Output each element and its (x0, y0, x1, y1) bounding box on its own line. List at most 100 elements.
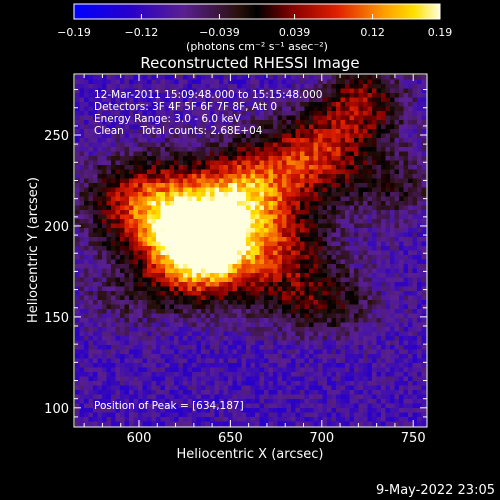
heatmap-cell (232, 286, 238, 292)
heatmap-cell (322, 223, 328, 229)
heatmap-cell (286, 210, 292, 215)
heatmap-cell (309, 201, 314, 206)
heatmap-cell (241, 196, 247, 202)
heatmap-cell (174, 340, 179, 346)
heatmap-cell (376, 340, 382, 346)
heatmap-cell (336, 210, 341, 215)
heatmap-cell (412, 79, 418, 85)
heatmap-cell (106, 165, 112, 170)
heatmap-cell (264, 291, 269, 296)
heatmap-cell (394, 259, 400, 265)
heatmap-cell (376, 349, 382, 355)
heatmap-cell (255, 124, 260, 130)
heatmap-cell (381, 304, 386, 310)
heatmap-cell (304, 142, 310, 148)
heatmap-cell (178, 120, 184, 125)
heatmap-cell (255, 318, 260, 323)
heatmap-cell (322, 331, 328, 337)
heatmap-cell (318, 75, 323, 80)
heatmap-cell (88, 336, 94, 341)
heatmap-cell (273, 336, 278, 341)
heatmap-cell (376, 183, 382, 188)
heatmap-cell (250, 102, 256, 107)
heatmap-cell (178, 223, 184, 229)
heatmap-cell (376, 147, 382, 152)
heatmap-cell (282, 111, 287, 116)
heatmap-cell (246, 228, 251, 233)
heatmap-cell (408, 255, 413, 260)
heatmap-cell (138, 147, 143, 152)
heatmap-cell (115, 111, 121, 116)
heatmap-cell (79, 304, 85, 310)
heatmap-cell (84, 147, 89, 152)
heatmap-cell (156, 250, 161, 256)
heatmap-cell (390, 264, 395, 269)
heatmap-cell (336, 241, 341, 247)
heatmap-cell (156, 102, 161, 107)
heatmap-cell (363, 336, 368, 341)
heatmap-cell (97, 340, 103, 346)
heatmap-cell (156, 358, 161, 364)
heatmap-cell (160, 111, 166, 116)
heatmap-cell (106, 151, 112, 157)
heatmap-cell (349, 241, 355, 247)
heatmap-cell (169, 340, 175, 346)
heatmap-cell (241, 111, 247, 116)
heatmap-cell (97, 205, 103, 211)
heatmap-cell (178, 192, 184, 197)
heatmap-cell (151, 322, 157, 328)
heatmap-cell (394, 300, 400, 305)
heatmap-cell (268, 232, 274, 238)
heatmap-cell (97, 147, 103, 152)
heatmap-cell (232, 120, 238, 125)
heatmap-cell (295, 286, 301, 292)
heatmap-cell (88, 111, 94, 116)
heatmap-cell (133, 124, 139, 130)
heatmap-cell (340, 250, 346, 256)
heatmap-cell (291, 259, 296, 265)
heatmap-cell (165, 142, 170, 148)
heatmap-cell (291, 327, 296, 332)
heatmap-cell (322, 124, 328, 130)
heatmap-cell (97, 232, 103, 238)
heatmap-cell (106, 214, 112, 220)
heatmap-cell (300, 129, 305, 134)
heatmap-cell (165, 327, 170, 332)
heatmap-cell (223, 151, 229, 157)
heatmap-cell (412, 133, 418, 139)
heatmap-cell (367, 327, 373, 332)
heatmap-cell (120, 282, 125, 287)
heatmap-cell (394, 237, 400, 242)
heatmap-cell (417, 120, 422, 125)
heatmap-cell (84, 115, 89, 121)
heatmap-cell (399, 210, 404, 215)
heatmap-cell (120, 201, 125, 206)
heatmap-cell (250, 165, 256, 170)
heatmap-cell (93, 282, 98, 287)
heatmap-cell (106, 115, 112, 121)
heatmap-cell (84, 282, 89, 287)
heatmap-cell (277, 102, 283, 107)
heatmap-cell (412, 147, 418, 152)
heatmap-cell (331, 313, 337, 319)
heatmap-cell (367, 336, 373, 341)
heatmap-cell (147, 264, 152, 269)
heatmap-cell (286, 331, 292, 337)
heatmap-cell (286, 232, 292, 238)
heatmap-cell (385, 75, 391, 80)
heatmap-cell (237, 340, 242, 346)
heatmap-cell (219, 111, 224, 116)
heatmap-cell (160, 106, 166, 112)
heatmap-cell (102, 349, 107, 355)
heatmap-cell (178, 268, 184, 274)
heatmap-cell (84, 264, 89, 269)
heatmap-cell (295, 210, 301, 215)
heatmap-cell (390, 228, 395, 233)
heatmap-cell (277, 205, 283, 211)
heatmap-cell (147, 160, 152, 166)
heatmap-cell (106, 300, 112, 305)
heatmap-cell (390, 282, 395, 287)
heatmap-cell (147, 219, 152, 224)
heatmap-cell (363, 88, 368, 94)
heatmap-cell (390, 97, 395, 103)
